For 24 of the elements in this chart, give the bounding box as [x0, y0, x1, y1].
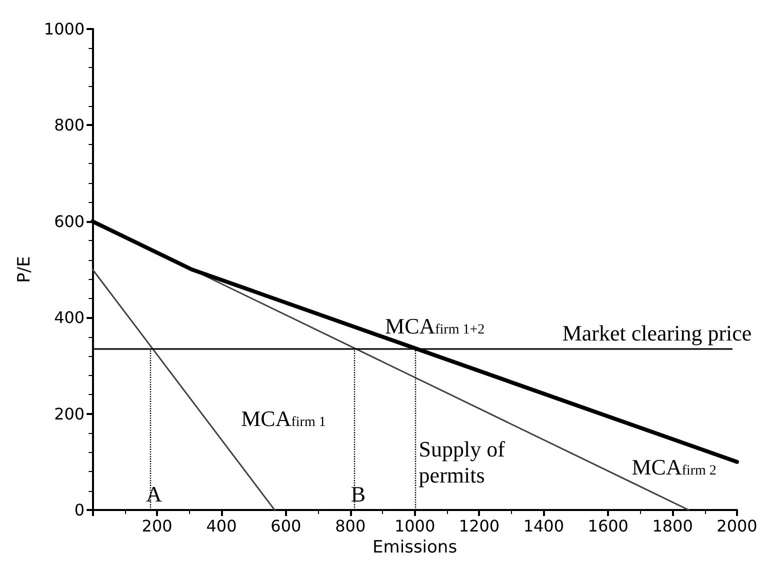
y-tick-label: 600 — [54, 212, 85, 231]
y-axis-title: P/E — [14, 256, 34, 283]
ref-line-label: Supply of permits — [418, 436, 506, 488]
x-tick-label: 400 — [206, 516, 237, 536]
series-label: MCAfirm 1+2 — [384, 314, 485, 339]
x-tick-label: 1200 — [458, 516, 500, 536]
y-tick-label: 200 — [54, 404, 85, 424]
y-tick-label: 400 — [54, 308, 85, 328]
x-tick-label: 1600 — [588, 516, 628, 536]
x-tick-label: 1400 — [523, 516, 564, 536]
y-tick-label: 1000 — [44, 20, 85, 38]
x-axis-title: Emissions — [372, 537, 458, 558]
x-tick-label: 800 — [335, 516, 366, 536]
ref-line-label: Market clearing price — [562, 320, 752, 346]
x-tick-label: 600 — [270, 516, 302, 536]
x-tick-label: 1800 — [652, 516, 693, 536]
y-tick-label: 0 — [74, 500, 85, 520]
series-label: MCAfirm 2 — [632, 454, 716, 480]
x-tick-label: 1000 — [394, 516, 436, 536]
y-tick-label: 800 — [54, 116, 85, 135]
x-tick-label: 200 — [142, 516, 172, 536]
series-label: MCAfirm 1 — [241, 406, 326, 432]
ref-line-label: A — [146, 482, 162, 506]
x-tick-label: 2000 — [716, 516, 758, 536]
